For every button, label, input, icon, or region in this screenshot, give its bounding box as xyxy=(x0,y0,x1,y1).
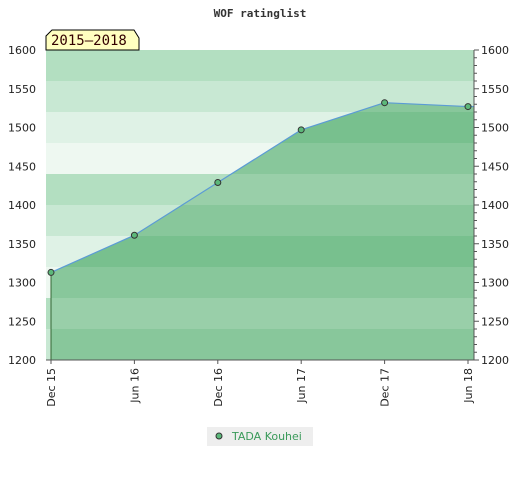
y-tick-label-left: 1200 xyxy=(8,354,36,367)
axes xyxy=(46,49,479,364)
y-tick-label-right: 1500 xyxy=(481,122,509,135)
y-tick-label-right: 1250 xyxy=(481,315,509,328)
data-point xyxy=(297,126,305,134)
area-band xyxy=(51,251,474,267)
data-point xyxy=(214,179,222,187)
y-tick-label-right: 1550 xyxy=(481,83,509,96)
y-tick-label-right: 1200 xyxy=(481,354,509,367)
data-point xyxy=(464,103,472,111)
area-band xyxy=(51,344,474,360)
background-band xyxy=(46,81,474,97)
area-band xyxy=(51,220,474,236)
x-tick-label: Dec 16 xyxy=(212,368,225,407)
area-band xyxy=(51,298,474,314)
data-points xyxy=(47,99,472,276)
y-tick-label-left: 1450 xyxy=(8,160,36,173)
area-band xyxy=(51,236,474,252)
background-band xyxy=(46,50,474,66)
area-band xyxy=(51,267,474,283)
legend-marker-icon xyxy=(215,432,223,440)
legend[interactable]: TADA Kouhei xyxy=(207,427,313,446)
background-band xyxy=(46,65,474,81)
x-axis-labels: Dec 15 Jun 16 Dec 16 Jun 17 Dec 17 Jun 18 xyxy=(45,368,475,407)
area-band xyxy=(51,313,474,329)
x-tick-label: Jun 18 xyxy=(462,368,475,404)
data-point xyxy=(47,268,55,276)
y-tick-label-left: 1350 xyxy=(8,238,36,251)
y-tick-label-right: 1400 xyxy=(481,199,509,212)
y-tick-label-left: 1400 xyxy=(8,199,36,212)
legend-box xyxy=(207,427,313,446)
y-tick-label-left: 1500 xyxy=(8,122,36,135)
period-badge-box xyxy=(45,29,140,51)
period-label: 2015–2018 xyxy=(51,33,127,49)
y-tick-label-left: 1550 xyxy=(8,83,36,96)
y-tick-label-left: 1300 xyxy=(8,277,36,290)
period-badge: 2015–2018 xyxy=(45,29,140,51)
chart-title: WOF ratinglist xyxy=(214,7,307,20)
y-axis-right-labels: 1200 1250 1300 1350 1400 1450 1500 1550 1600 xyxy=(481,44,509,367)
x-tick-label: Jun 17 xyxy=(295,368,308,404)
y-tick-label-right: 1350 xyxy=(481,238,509,251)
x-tick-label: Dec 15 xyxy=(45,368,58,407)
area-band xyxy=(51,282,474,298)
x-tick-label: Jun 16 xyxy=(128,368,141,404)
y-tick-label-right: 1450 xyxy=(481,160,509,173)
y-tick-label-left: 1600 xyxy=(8,44,36,57)
y-tick-label-right: 1600 xyxy=(481,44,509,57)
data-point xyxy=(130,231,138,239)
area-band xyxy=(51,329,474,345)
y-tick-label-left: 1250 xyxy=(8,315,36,328)
x-tick-label: Dec 17 xyxy=(379,368,392,407)
y-tick-label-right: 1300 xyxy=(481,277,509,290)
data-point xyxy=(381,99,389,107)
legend-series-name: TADA Kouhei xyxy=(231,430,302,443)
y-axis-left-labels: 1200 1250 1300 1350 1400 1450 1500 1550 1600 xyxy=(8,44,36,367)
